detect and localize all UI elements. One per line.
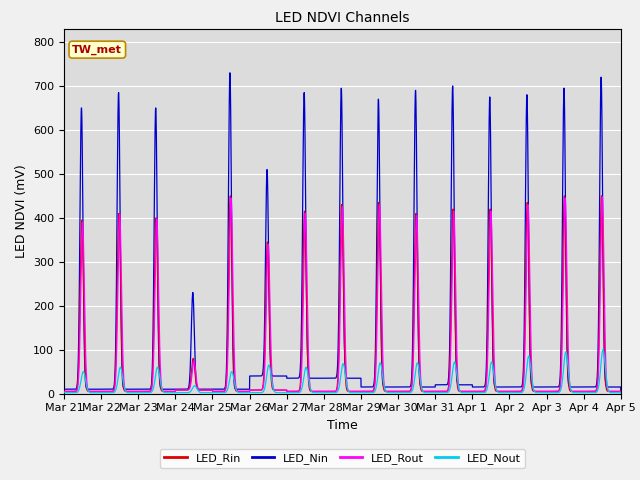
Text: TW_met: TW_met <box>72 45 122 55</box>
Legend: LED_Rin, LED_Nin, LED_Rout, LED_Nout: LED_Rin, LED_Nin, LED_Rout, LED_Nout <box>160 448 525 468</box>
X-axis label: Time: Time <box>327 419 358 432</box>
Title: LED NDVI Channels: LED NDVI Channels <box>275 11 410 25</box>
Y-axis label: LED NDVI (mV): LED NDVI (mV) <box>15 164 28 258</box>
